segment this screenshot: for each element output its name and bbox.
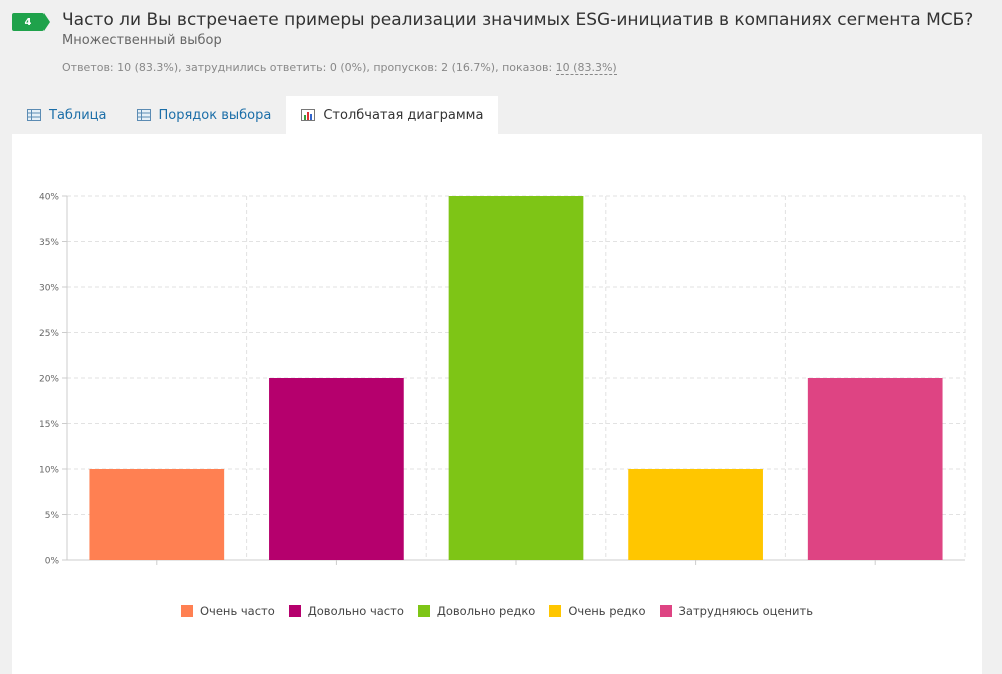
tab-label: Порядок выбора (158, 107, 272, 123)
bar-1 (89, 469, 225, 560)
bar-5 (807, 378, 943, 560)
legend-label: Затрудняюсь оценить (678, 604, 813, 618)
bar-3 (448, 196, 584, 560)
bar-chart: 0% 5% 10% 15% 20% 25% 30% 35% 40% (39, 193, 966, 567)
legend-item[interactable]: Очень часто (181, 604, 275, 618)
legend-swatch (659, 605, 672, 617)
stats-text: Ответов: 10 (83.3%), затруднились ответи… (62, 61, 556, 74)
legend-item[interactable]: Довольно часто (288, 604, 404, 618)
question-type: Множественный выбор (62, 33, 222, 48)
y-tick-label: 25% (39, 329, 59, 339)
y-tick-label: 40% (39, 193, 59, 203)
y-tick-label: 35% (39, 238, 59, 248)
legend-label: Очень часто (200, 604, 275, 618)
tab-selection-order[interactable]: Порядок выбора (122, 96, 287, 134)
y-tick-label: 15% (39, 420, 59, 430)
views-link[interactable]: 10 (83.3%) (555, 61, 617, 75)
legend-item[interactable]: Очень редко (549, 604, 646, 618)
y-tick-label: 0% (45, 557, 60, 567)
legend-swatch (288, 605, 301, 617)
tab-label: Столбчатая диаграмма (323, 107, 484, 123)
y-tick-label: 30% (39, 284, 59, 294)
legend-label: Довольно редко (436, 604, 536, 618)
table-icon (136, 109, 151, 121)
table-icon (27, 109, 41, 121)
chart-panel: 0% 5% 10% 15% 20% 25% 30% 35% 40% Очень часто Дов… (12, 134, 982, 674)
legend-item[interactable]: Затрудняюсь оценить (659, 604, 813, 618)
legend-label: Довольно часто (307, 604, 404, 618)
bar-2 (269, 378, 404, 560)
tab-table[interactable]: Таблица (12, 96, 122, 134)
chart-legend: Очень часто Довольно часто Довольно редко О… (12, 604, 982, 618)
tab-label: Таблица (49, 107, 107, 123)
view-tabs: Таблица Порядок выбора Столбчатая диагра… (12, 96, 499, 134)
y-tick-label: 20% (39, 375, 59, 385)
question-stats: Ответов: 10 (83.3%), затруднились ответи… (62, 61, 617, 75)
tab-bar-chart[interactable]: Столбчатая диаграмма (286, 96, 499, 134)
question-number-badge: 4 (12, 13, 50, 31)
legend-swatch (181, 605, 193, 617)
y-tick-label: 5% (45, 511, 60, 521)
question-title: Часто ли Вы встречаете примеры реализаци… (62, 10, 974, 30)
legend-item[interactable]: Довольно редко (417, 604, 536, 618)
bar-4 (628, 469, 763, 560)
bar-chart-icon (301, 109, 316, 121)
legend-label: Очень редко (568, 604, 646, 618)
legend-swatch (417, 605, 430, 617)
y-tick-label: 10% (39, 466, 59, 476)
legend-swatch (549, 605, 562, 617)
